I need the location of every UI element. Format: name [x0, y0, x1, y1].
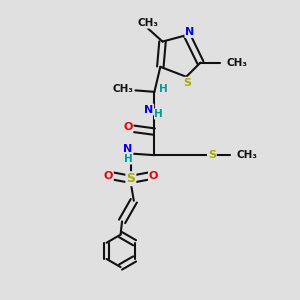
- Text: CH₃: CH₃: [237, 150, 258, 160]
- Text: O: O: [123, 122, 133, 132]
- Text: H: H: [154, 109, 163, 119]
- Text: S: S: [126, 172, 135, 185]
- Text: H: H: [159, 84, 168, 94]
- Text: S: S: [208, 150, 216, 160]
- Text: N: N: [185, 27, 195, 37]
- Text: N: N: [144, 104, 153, 115]
- Text: CH₃: CH₃: [113, 84, 134, 94]
- Text: H: H: [124, 154, 132, 164]
- Text: N: N: [123, 144, 133, 154]
- Text: O: O: [103, 171, 113, 181]
- Text: O: O: [149, 171, 158, 181]
- Text: CH₃: CH₃: [227, 58, 248, 68]
- Text: S: S: [184, 78, 192, 88]
- Text: CH₃: CH₃: [137, 18, 158, 28]
